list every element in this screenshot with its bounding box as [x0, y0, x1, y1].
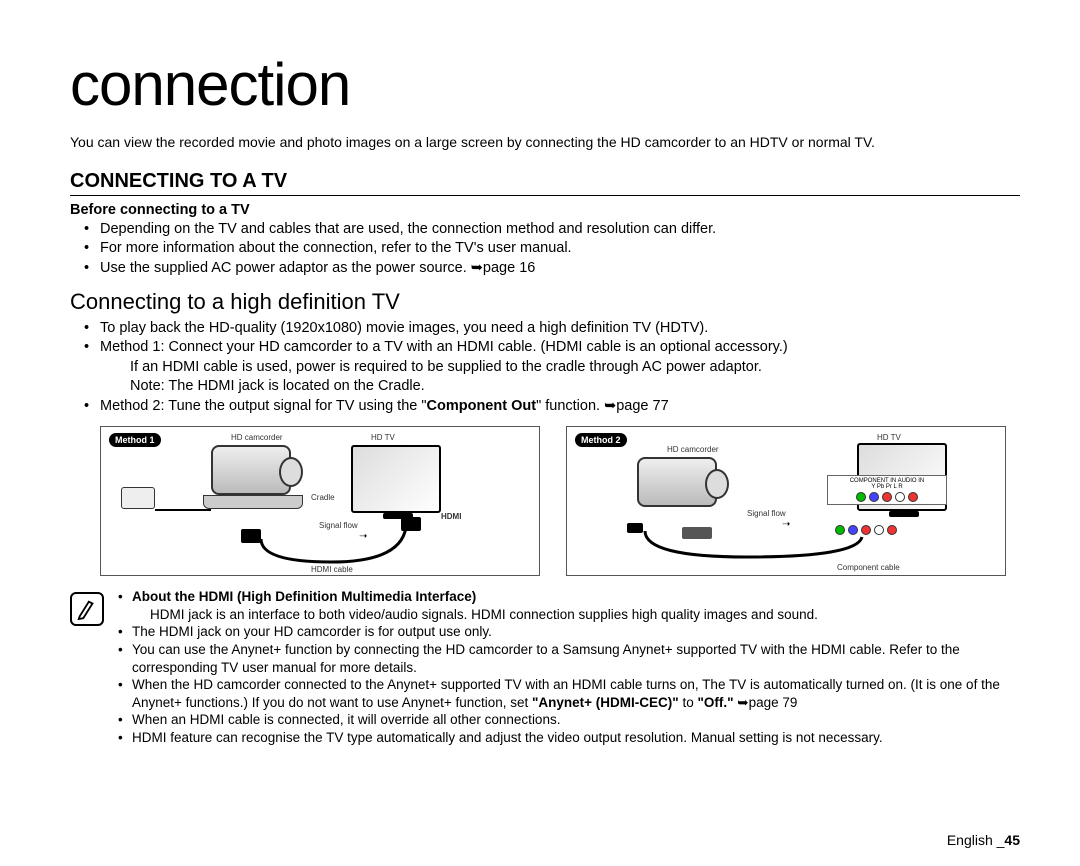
- footer-lang: English _: [947, 832, 1005, 848]
- section-heading-connecting-to-tv: CONNECTING TO A TV: [70, 170, 1020, 196]
- notes-block: About the HDMI (High Definition Multimed…: [70, 588, 1020, 746]
- before-connect-item: Use the supplied AC power adaptor as the…: [70, 259, 1020, 279]
- label-hdmi-cable: HDMI cable: [311, 565, 353, 574]
- method2-pre: Method 2: Tune the output signal for TV …: [100, 398, 427, 414]
- note-anynet-b2: "Off.": [697, 695, 733, 710]
- section-heading-hd-tv: Connecting to a high definition TV: [70, 289, 1020, 315]
- note-item: The HDMI jack on your HD camcorder is fo…: [114, 623, 1020, 641]
- note-item: About the HDMI (High Definition Multimed…: [114, 588, 1020, 623]
- method2-bold: Component Out: [427, 398, 537, 414]
- note-item: You can use the Anynet+ function by conn…: [114, 641, 1020, 676]
- intro-text: You can view the recorded movie and phot…: [70, 133, 1020, 152]
- method1-sub2: Note: The HDMI jack is located on the Cr…: [100, 377, 1020, 397]
- method1-sub1: If an HDMI cable is used, power is requi…: [100, 358, 1020, 378]
- note-hdmi-bold: About the HDMI (High Definition Multimed…: [132, 589, 476, 604]
- hd-tv-item: To play back the HD-quality (1920x1080) …: [70, 319, 1020, 339]
- hd-tv-list: To play back the HD-quality (1920x1080) …: [70, 319, 1020, 417]
- hd-tv-item: Method 1: Connect your HD camcorder to a…: [70, 338, 1020, 397]
- notes-list: About the HDMI (High Definition Multimed…: [114, 588, 1020, 746]
- footer-page-number: 45: [1004, 832, 1020, 848]
- before-connect-item: Depending on the TV and cables that are …: [70, 220, 1020, 240]
- method2-post: " function. ➥page 77: [536, 398, 669, 414]
- before-connect-list: Depending on the TV and cables that are …: [70, 220, 1020, 279]
- note-anynet-b1: "Anynet+ (HDMI-CEC)": [532, 695, 679, 710]
- cable-path: [567, 427, 1007, 577]
- method1-text: Method 1: Connect your HD camcorder to a…: [100, 339, 788, 355]
- page-footer: English _45: [947, 832, 1020, 848]
- note-anynet-post: ➥page 79: [734, 695, 798, 710]
- sub-heading-before-connecting: Before connecting to a TV: [70, 202, 1020, 218]
- hd-tv-item: Method 2: Tune the output signal for TV …: [70, 397, 1020, 417]
- note-item: HDMI feature can recognise the TV type a…: [114, 729, 1020, 747]
- note-icon: [70, 592, 104, 626]
- chapter-title: connection: [70, 50, 1020, 119]
- cable-path: [101, 427, 541, 577]
- diagram-method2: Method 2 HD camcorder HD TV COMPONENT IN…: [566, 426, 1006, 576]
- note-item: When an HDMI cable is connected, it will…: [114, 711, 1020, 729]
- note-anynet-mid: to: [679, 695, 698, 710]
- diagram-method1: Method 1 HD camcorder HD TV Cradle HDMI …: [100, 426, 540, 576]
- before-connect-item: For more information about the connectio…: [70, 239, 1020, 259]
- diagram-row: Method 1 HD camcorder HD TV Cradle HDMI …: [100, 426, 1020, 576]
- note-item: When the HD camcorder connected to the A…: [114, 676, 1020, 711]
- label-component-cable: Component cable: [837, 563, 900, 572]
- note-hdmi-sub: HDMI jack is an interface to both video/…: [132, 606, 1020, 624]
